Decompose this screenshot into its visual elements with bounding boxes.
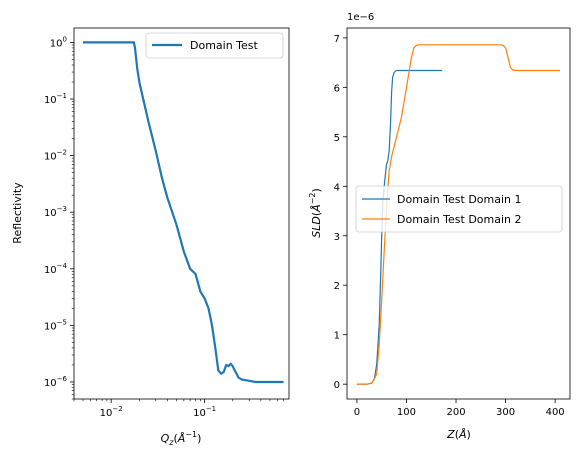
y-tick-label: 2 — [334, 281, 340, 292]
x-tick-label: 10−1 — [193, 405, 216, 419]
sld-y-axis-label: SLD(Å−2) — [308, 188, 323, 238]
y-tick-label: 10−2 — [44, 149, 67, 163]
sld-legend: Domain Test Domain 1 Domain Test Domain … — [355, 185, 563, 233]
x-tick-label: 10−2 — [100, 405, 123, 419]
x-tick-label: 100 — [397, 407, 416, 418]
x-tick-label: 400 — [546, 407, 565, 418]
reflectivity-panel: 10−2 10−1 10−6 10−5 10−4 10−3 10−2 10−1 100 Qz(… — [11, 27, 290, 447]
y-tick-label: 0 — [334, 380, 340, 391]
sld-y-ticks: 0 1 2 3 4 5 6 7 — [334, 34, 347, 391]
y-tick-label: 10−3 — [44, 205, 67, 219]
series-line-domain-1 — [356, 69, 443, 385]
sld-series-layer — [356, 44, 561, 385]
reflectivity-series-layer — [83, 41, 284, 384]
reflectivity-x-axis-label: Qz(Å−1) — [161, 430, 202, 447]
sld-legend-box — [355, 185, 563, 233]
y-tick-label: 10−1 — [44, 92, 67, 106]
legend-label-domain-1: Domain Test Domain 1 — [397, 193, 522, 206]
legend-label-domain-2: Domain Test Domain 2 — [397, 213, 522, 226]
y-tick-label: 10−6 — [44, 375, 68, 389]
x-tick-label: 0 — [354, 407, 360, 418]
y-tick-label: 6 — [334, 83, 340, 94]
reflectivity-y-axis-label: Reflectivity — [11, 182, 24, 244]
y-tick-label: 7 — [334, 34, 340, 45]
y-tick-label: 10−5 — [44, 318, 67, 332]
reflectivity-y-ticks: 10−6 10−5 10−4 10−3 10−2 10−1 100 — [44, 35, 74, 400]
sld-offset-label: 1e−6 — [347, 12, 374, 23]
y-tick-label: 4 — [334, 182, 340, 193]
reflectivity-legend-box — [145, 32, 284, 59]
reflectivity-axes-frame — [73, 27, 290, 400]
sld-panel: 0 100 200 300 400 0 1 2 3 4 5 6 7 1e−6 Z(Å) SLD(Å−2… — [308, 12, 571, 441]
series-line-domain-2 — [356, 44, 561, 385]
legend-label-domain-test: Domain Test — [190, 39, 259, 52]
y-tick-label: 10−4 — [44, 262, 68, 276]
reflectivity-x-ticks: 10−2 10−1 — [73, 399, 284, 419]
y-tick-label: 100 — [50, 35, 67, 49]
reflectivity-legend: Domain Test — [145, 32, 284, 59]
x-tick-label: 300 — [496, 407, 515, 418]
y-tick-label: 1 — [334, 331, 340, 342]
sld-x-axis-label: Z(Å) — [446, 428, 471, 441]
x-tick-label: 200 — [446, 407, 465, 418]
y-tick-label: 3 — [334, 232, 340, 243]
series-line-domain-test — [83, 41, 284, 384]
sld-x-ticks: 0 100 200 300 400 — [354, 399, 565, 418]
y-tick-label: 5 — [334, 133, 340, 144]
sld-axes-frame — [346, 27, 571, 400]
